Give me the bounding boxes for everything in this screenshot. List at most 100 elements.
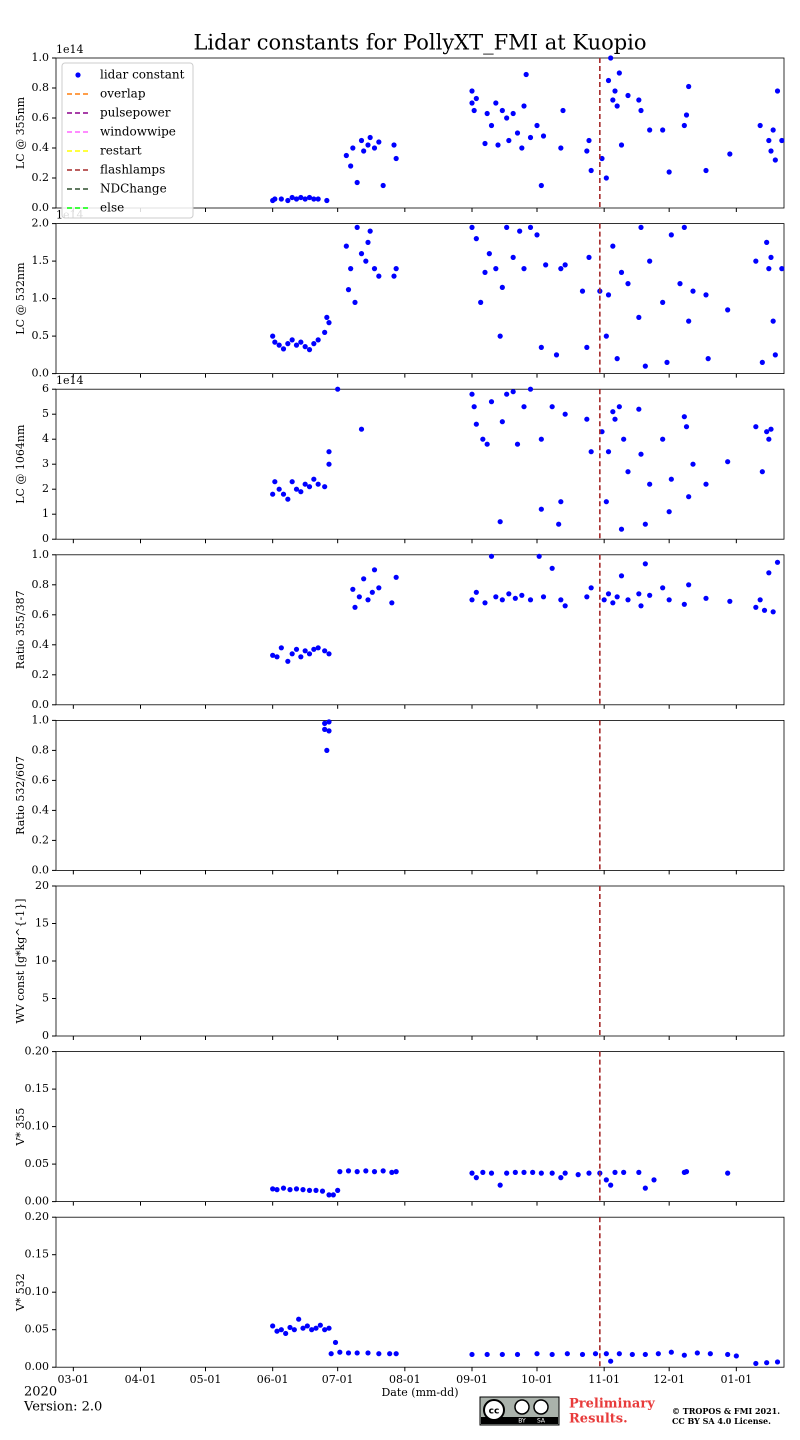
data-point: [493, 594, 499, 600]
data-point: [642, 1351, 648, 1358]
offset-label: 1e14: [56, 43, 84, 56]
data-point: [337, 1349, 343, 1355]
data-point: [482, 600, 488, 606]
data-point: [504, 224, 510, 230]
data-point: [636, 591, 642, 597]
y-tick-label: 1.0: [32, 292, 50, 305]
y-tick-label: 2.0: [32, 217, 50, 230]
x-tick-label: 07-01: [322, 1373, 354, 1386]
data-point: [625, 92, 631, 99]
y-tick-label: 0: [42, 532, 49, 545]
data-point: [534, 122, 540, 129]
y-tick-label: 0.15: [25, 1082, 50, 1095]
data-point: [326, 320, 332, 326]
data-point: [324, 747, 330, 754]
data-point: [638, 603, 644, 609]
data-point: [660, 127, 666, 133]
data-point: [761, 607, 768, 613]
data-point: [618, 526, 625, 532]
y-tick-label: 0.00: [25, 1195, 50, 1208]
data-point: [380, 182, 386, 189]
data-point: [608, 55, 614, 61]
data-point: [469, 224, 475, 230]
y-tick-label: 1.0: [32, 51, 50, 64]
data-point: [302, 481, 308, 487]
y-axis-label: Ratio 532/607: [14, 756, 27, 835]
data-point: [371, 1169, 378, 1175]
data-point: [727, 151, 733, 157]
y-tick-label: 0.8: [32, 743, 50, 756]
data-point: [280, 1185, 287, 1191]
data-point: [484, 1351, 490, 1358]
data-point: [562, 262, 568, 268]
data-point: [601, 597, 607, 603]
data-point: [703, 167, 709, 174]
x-tick-label: 10-01: [521, 1373, 553, 1386]
data-point: [270, 652, 276, 658]
data-point: [514, 441, 521, 447]
data-point: [575, 1172, 581, 1178]
data-point: [469, 391, 475, 397]
data-point: [588, 449, 594, 455]
data-point: [660, 436, 666, 442]
data-point: [540, 133, 547, 139]
data-point: [584, 594, 590, 600]
data-point: [287, 1187, 293, 1193]
data-point: [497, 519, 503, 525]
legend-label: flashlamps: [100, 163, 165, 177]
data-point: [371, 266, 378, 272]
legend-box: [61, 62, 194, 219]
data-point: [534, 232, 540, 238]
data-point: [328, 1351, 334, 1357]
y-axis-label: WV const [g*kg^{-1}]: [14, 899, 27, 1024]
cc-text: cc: [489, 1407, 500, 1417]
data-point: [478, 299, 484, 305]
data-point: [280, 346, 287, 352]
data-point: [473, 236, 479, 242]
data-point: [558, 597, 564, 603]
data-point: [538, 344, 544, 350]
data-point: [311, 646, 317, 652]
data-point: [521, 266, 527, 272]
data-point: [586, 137, 592, 144]
data-point: [584, 344, 590, 350]
data-point: [753, 424, 759, 430]
data-point: [343, 243, 349, 249]
data-point: [603, 333, 609, 339]
data-point: [621, 1169, 627, 1175]
data-point: [354, 1169, 360, 1175]
data-point: [603, 499, 609, 505]
data-point: [768, 148, 774, 154]
data-point: [599, 429, 605, 435]
data-point: [779, 137, 785, 144]
data-point: [315, 481, 321, 487]
data-point: [753, 1360, 759, 1367]
data-point: [289, 194, 295, 201]
y-tick-label: 5: [42, 407, 49, 420]
data-point: [592, 1351, 599, 1357]
y-tick-label: 0.8: [32, 578, 50, 591]
data-point: [540, 594, 547, 600]
data-point: [681, 224, 687, 230]
data-point: [725, 1351, 731, 1358]
data-point: [612, 1169, 618, 1175]
data-point: [350, 586, 356, 592]
data-point: [605, 449, 612, 455]
data-point: [317, 1322, 323, 1328]
data-point: [564, 1351, 570, 1357]
data-point: [469, 1351, 475, 1358]
data-point: [270, 333, 276, 339]
data-point: [365, 142, 371, 148]
data-point: [296, 1316, 302, 1322]
data-point: [499, 597, 505, 603]
y-tick-label: 0.05: [25, 1323, 50, 1336]
data-point: [365, 239, 371, 245]
data-point: [499, 419, 505, 425]
data-point: [486, 251, 492, 257]
data-point: [521, 103, 527, 109]
legend-marker: [75, 72, 81, 78]
data-point: [471, 107, 477, 114]
data-point: [469, 100, 475, 106]
year-label: 2020: [24, 1385, 57, 1400]
data-point: [322, 1327, 328, 1333]
